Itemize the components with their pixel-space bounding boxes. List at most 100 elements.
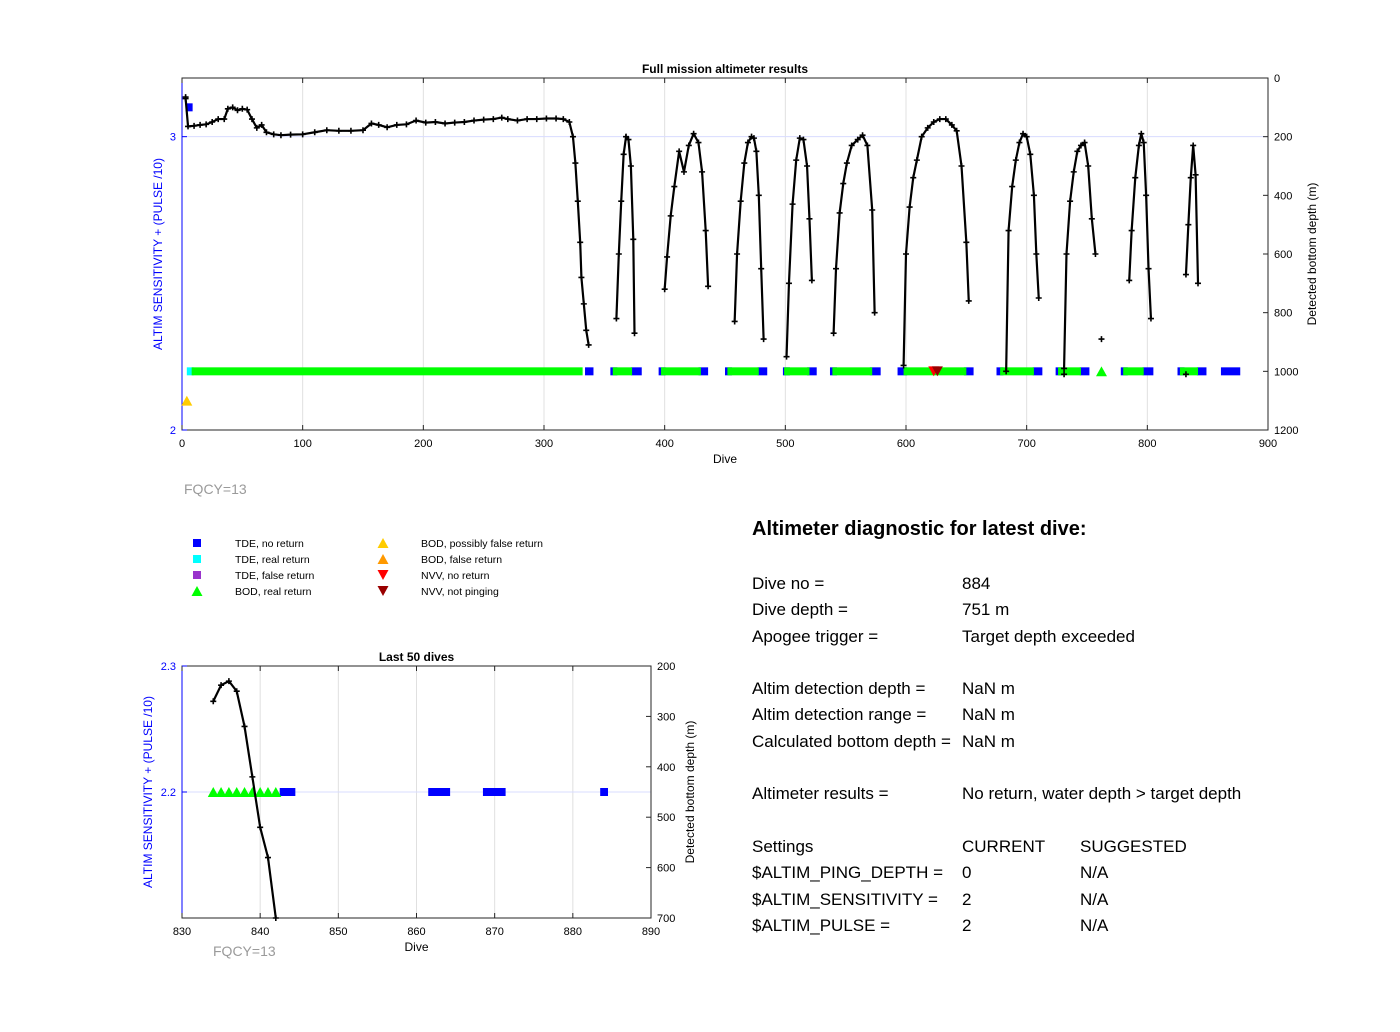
fqcy-label: FQCY=13	[213, 943, 276, 959]
bottom-depth-point	[958, 163, 965, 169]
bottom-depth-line	[1184, 145, 1200, 284]
bottom-depth-point	[461, 119, 468, 125]
right-y-tick-label: 400	[657, 762, 675, 774]
bottom-depth-point	[963, 239, 970, 246]
tde-no-return-markers	[996, 367, 1004, 376]
bottom-depth-point	[1143, 192, 1150, 199]
bottom-depth-point	[864, 142, 871, 149]
bottom-depth-point	[620, 151, 627, 158]
bottom-depth-point	[524, 116, 531, 123]
bottom-depth-point	[182, 94, 189, 101]
marker-bod-real-return	[270, 787, 282, 797]
bottom-depth-point	[574, 198, 581, 205]
bottom-depth-point	[263, 129, 270, 136]
bottom-depth-point	[685, 142, 692, 149]
bottom-depth-point	[578, 274, 585, 281]
bottom-depth-point	[755, 192, 762, 199]
legend-marker-tde-false-return	[193, 571, 201, 579]
x-axis-label: Dive	[404, 940, 428, 954]
bottom-depth-point	[1195, 280, 1202, 287]
marker-bod-real-return	[207, 787, 219, 797]
tde-no-return-markers	[482, 788, 506, 796]
bottom-depth-point	[1190, 142, 1197, 149]
bottom-depth-point	[225, 678, 232, 685]
bottom-depth-point	[451, 119, 458, 126]
bottom-depth-point	[942, 116, 949, 123]
calculated-depth-value: NaN m	[962, 731, 1015, 751]
bottom-depth-point	[215, 116, 222, 123]
bottom-depth-point	[924, 124, 931, 131]
legend-marker-bod-possibly-false-return	[377, 538, 389, 548]
bottom-depth-point	[848, 142, 855, 149]
bottom-depth-point	[671, 183, 678, 190]
bottom-depth-point	[1081, 139, 1088, 146]
y-tick-label: 2.2	[161, 787, 176, 799]
bottom-depth-point	[705, 283, 712, 290]
bottom-depth-line	[1005, 131, 1040, 372]
bottom-depth-point	[1027, 151, 1034, 158]
bottom-depth-point	[1035, 295, 1042, 301]
bottom-depth-point	[287, 131, 294, 138]
marker-bod-real-return	[262, 787, 274, 797]
x-tick-label: 900	[1259, 438, 1277, 450]
right-y-tick-label: 300	[657, 711, 675, 723]
right-y-tick-label: 1200	[1274, 425, 1298, 437]
last-50-dives-chart: 830 840 850 860 870 880 890 2.2 2.3 200 300 400 500 6…	[141, 650, 697, 959]
bottom-depth-point	[965, 297, 972, 304]
bottom-depth-point	[1033, 251, 1040, 257]
detection-depth-value: NaN m	[962, 679, 1015, 699]
tde-no-return-markers	[963, 367, 974, 376]
bottom-depth-point	[583, 327, 590, 334]
bottom-depth-point	[859, 132, 866, 139]
marker-bod-real-return	[254, 787, 266, 797]
bottom-depth-point	[1023, 133, 1030, 140]
bod-real-return-markers	[1179, 367, 1199, 376]
bottom-depth-line	[832, 133, 876, 334]
bottom-depth-point	[1092, 251, 1099, 257]
x-tick-label: 600	[897, 438, 915, 450]
right-y-tick-label: 1000	[1274, 366, 1298, 378]
bottom-depth-point	[197, 121, 204, 128]
bottom-depth-point	[900, 362, 907, 369]
right-y-axis-label: Detected bottom depth (m)	[683, 721, 697, 864]
bottom-depth-point	[903, 251, 909, 257]
bottom-depth-point	[871, 309, 878, 316]
bottom-depth-point	[808, 277, 815, 284]
full-mission-chart: 0 100 200 300 400 500 600 700 800 900 2 3 0 200 400 600…	[151, 62, 1319, 497]
bottom-depth-point	[209, 119, 216, 125]
legend-marker-nvv-no-return	[377, 570, 389, 580]
bottom-depth-point	[785, 280, 792, 287]
chart-title: Full mission altimeter results	[642, 62, 808, 76]
bottom-depth-point	[244, 106, 251, 113]
bottom-depth-point	[1182, 271, 1189, 278]
results-value: No return, water depth > target depth	[962, 784, 1242, 804]
settings-label: Settings	[752, 836, 814, 856]
bottom-depth-point	[948, 121, 955, 128]
bottom-depth-point	[804, 163, 811, 169]
apogee-label: Apogee trigger =	[752, 626, 879, 646]
legend-label-nvv-not-pinging: NVV, not pinging	[421, 586, 499, 598]
bod-real-return-markers	[832, 367, 873, 376]
bottom-depth-point	[1145, 265, 1152, 272]
bottom-depth-point	[750, 135, 757, 142]
x-tick-label: 700	[1017, 438, 1035, 450]
bod-real-return-markers	[1123, 367, 1144, 376]
detection-range-label: Altim detection range =	[752, 705, 927, 725]
legend-label-tde-false-return: TDE, false return	[235, 570, 315, 582]
results-label: Altimeter results =	[752, 784, 889, 804]
bottom-depth-point	[840, 180, 847, 187]
legend-marker-nvv-not-pinging	[377, 586, 389, 596]
bottom-depth-point	[1030, 192, 1037, 199]
bottom-depth-point	[191, 122, 198, 129]
bod-real-return-markers	[784, 367, 810, 376]
bottom-depth-point	[744, 139, 751, 146]
bottom-depth-point	[1135, 142, 1142, 149]
bottom-depth-point	[1126, 277, 1133, 284]
tde-no-return-markers	[600, 788, 609, 796]
bottom-depth-point	[699, 168, 706, 175]
bottom-depth-point	[690, 130, 697, 137]
right-y-tick-label: 600	[1274, 249, 1292, 261]
apogee-value: Target depth exceeded	[962, 626, 1135, 646]
bottom-depth-point	[543, 115, 550, 122]
